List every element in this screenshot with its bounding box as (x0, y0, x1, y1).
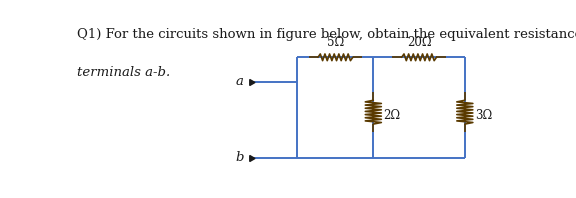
Text: b: b (236, 151, 244, 164)
Text: a: a (236, 75, 244, 88)
Text: 5Ω: 5Ω (327, 36, 344, 49)
Text: 20Ω: 20Ω (407, 36, 431, 49)
Text: 3Ω: 3Ω (475, 109, 492, 122)
Text: 2Ω: 2Ω (383, 109, 400, 122)
Text: Q1) For the circuits shown in figure below, obtain the equivalent resistance at: Q1) For the circuits shown in figure bel… (77, 28, 576, 41)
Text: terminals a-b.: terminals a-b. (77, 67, 170, 79)
